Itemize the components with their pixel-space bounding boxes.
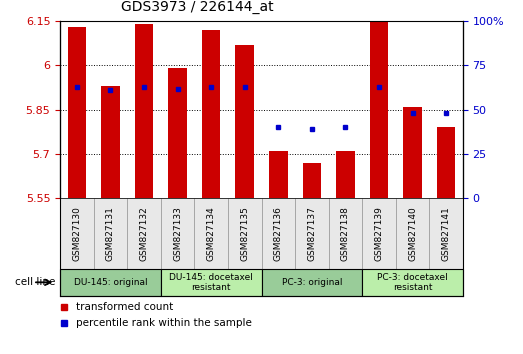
Text: GSM827132: GSM827132 (140, 206, 149, 261)
Text: PC-3: original: PC-3: original (281, 278, 342, 287)
Text: PC-3: docetaxel
resistant: PC-3: docetaxel resistant (377, 273, 448, 292)
Bar (336, 151, 355, 198)
Bar (370, 21, 388, 198)
Bar (67, 27, 86, 198)
Text: GSM827135: GSM827135 (240, 206, 249, 261)
Bar (396, 198, 429, 269)
Text: GSM827131: GSM827131 (106, 206, 115, 261)
Text: percentile rank within the sample: percentile rank within the sample (76, 318, 252, 328)
Bar (161, 269, 262, 296)
Text: GSM827138: GSM827138 (341, 206, 350, 261)
Text: DU-145: original: DU-145: original (74, 278, 147, 287)
Bar (202, 30, 220, 198)
Text: GDS3973 / 226144_at: GDS3973 / 226144_at (120, 0, 273, 14)
Bar (429, 198, 463, 269)
Bar (195, 198, 228, 269)
Text: DU-145: docetaxel
resistant: DU-145: docetaxel resistant (169, 273, 253, 292)
Bar (94, 198, 127, 269)
Bar (135, 24, 153, 198)
Bar (328, 198, 362, 269)
Text: GSM827140: GSM827140 (408, 206, 417, 261)
Text: GSM827136: GSM827136 (274, 206, 283, 261)
Bar (262, 269, 362, 296)
Text: transformed count: transformed count (76, 302, 174, 312)
Bar (403, 107, 422, 198)
Bar (228, 198, 262, 269)
Bar (235, 45, 254, 198)
Bar (101, 86, 120, 198)
Bar (295, 198, 328, 269)
Bar (262, 198, 295, 269)
Bar (303, 163, 321, 198)
Bar (60, 269, 161, 296)
Text: GSM827139: GSM827139 (374, 206, 383, 261)
Bar (437, 127, 456, 198)
Bar (269, 151, 288, 198)
Text: GSM827134: GSM827134 (207, 206, 215, 261)
Bar (127, 198, 161, 269)
Bar (60, 198, 94, 269)
Text: cell line: cell line (15, 277, 55, 287)
Text: GSM827130: GSM827130 (72, 206, 82, 261)
Text: GSM827141: GSM827141 (441, 206, 451, 261)
Bar (161, 198, 195, 269)
Bar (362, 198, 396, 269)
Text: GSM827133: GSM827133 (173, 206, 182, 261)
Text: GSM827137: GSM827137 (308, 206, 316, 261)
Bar (168, 68, 187, 198)
Bar (362, 269, 463, 296)
